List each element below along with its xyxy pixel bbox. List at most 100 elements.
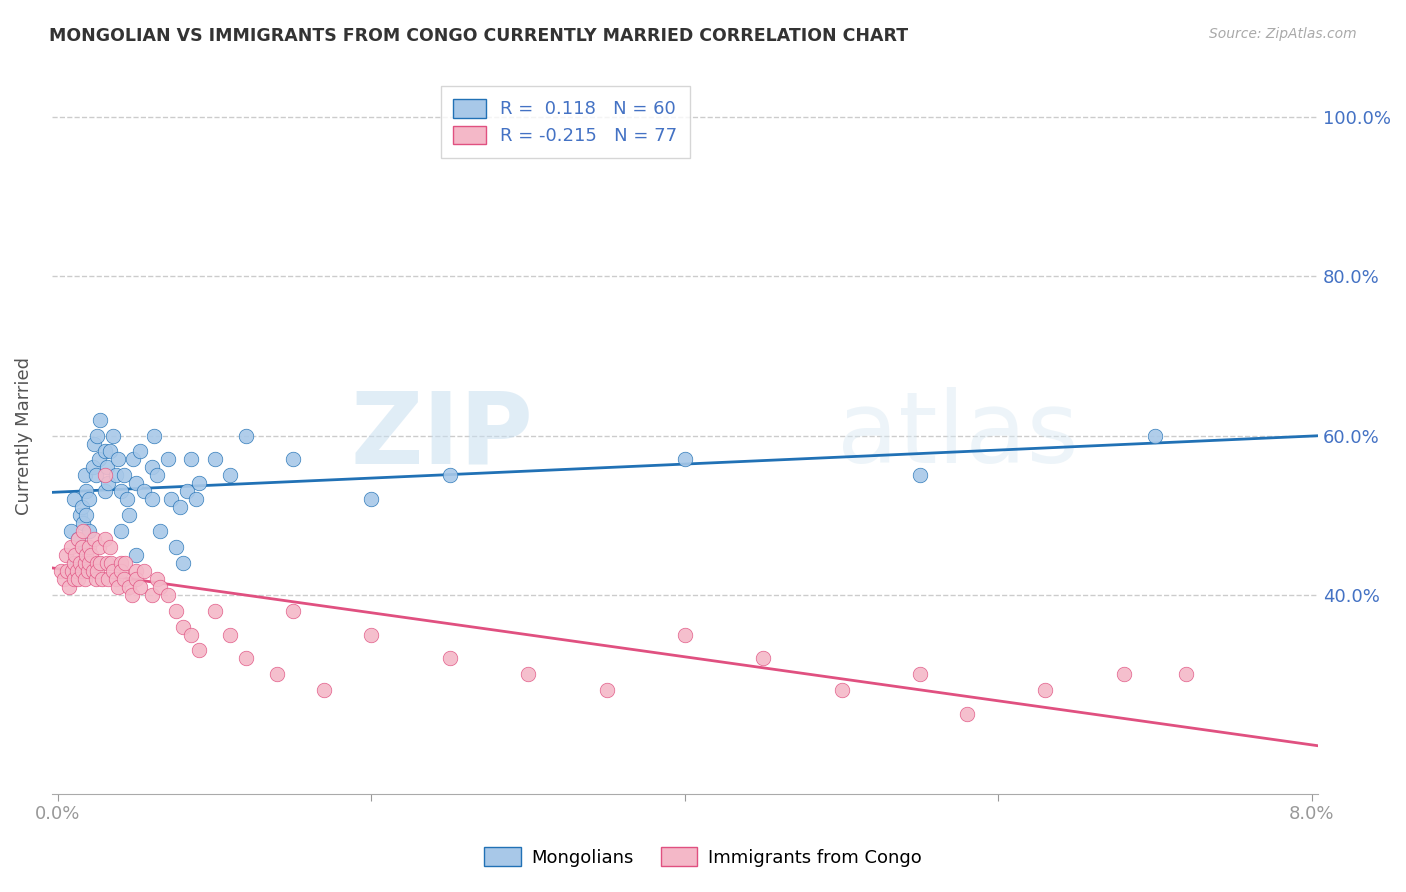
- Point: [235, 651, 257, 665]
- Point: [204, 604, 226, 618]
- Point: [1112, 667, 1135, 681]
- Point: [165, 604, 187, 618]
- Point: [79, 556, 101, 570]
- Point: [101, 564, 124, 578]
- Point: [105, 468, 128, 483]
- Point: [142, 428, 165, 442]
- Point: [180, 627, 202, 641]
- Point: [141, 460, 163, 475]
- Point: [134, 564, 156, 578]
- Point: [100, 556, 122, 570]
- Point: [87, 540, 110, 554]
- Point: [439, 468, 461, 483]
- Point: [62, 572, 84, 586]
- Point: [75, 484, 97, 499]
- Point: [94, 444, 117, 458]
- Point: [112, 572, 135, 586]
- Point: [125, 572, 148, 586]
- Point: [188, 476, 211, 491]
- Text: Source: ZipAtlas.com: Source: ZipAtlas.com: [1209, 27, 1357, 41]
- Point: [56, 564, 79, 578]
- Point: [145, 572, 167, 586]
- Point: [94, 484, 117, 499]
- Point: [595, 683, 617, 698]
- Point: [517, 667, 540, 681]
- Legend: Mongolians, Immigrants from Congo: Mongolians, Immigrants from Congo: [477, 840, 929, 874]
- Point: [69, 508, 91, 523]
- Point: [69, 556, 91, 570]
- Text: MONGOLIAN VS IMMIGRANTS FROM CONGO CURRENTLY MARRIED CORRELATION CHART: MONGOLIAN VS IMMIGRANTS FROM CONGO CURRE…: [49, 27, 908, 45]
- Point: [67, 532, 90, 546]
- Point: [62, 556, 84, 570]
- Point: [110, 556, 132, 570]
- Point: [75, 508, 97, 523]
- Point: [266, 667, 288, 681]
- Point: [70, 500, 93, 515]
- Point: [128, 580, 150, 594]
- Point: [89, 556, 111, 570]
- Point: [76, 564, 98, 578]
- Point: [73, 556, 96, 570]
- Point: [87, 452, 110, 467]
- Point: [180, 452, 202, 467]
- Point: [86, 564, 108, 578]
- Point: [360, 492, 382, 507]
- Point: [98, 540, 121, 554]
- Point: [60, 564, 83, 578]
- Point: [956, 707, 979, 722]
- Point: [110, 484, 132, 499]
- Point: [80, 548, 103, 562]
- Point: [67, 572, 90, 586]
- Point: [70, 540, 93, 554]
- Point: [73, 572, 96, 586]
- Point: [112, 468, 135, 483]
- Point: [89, 412, 111, 426]
- Point: [1035, 683, 1057, 698]
- Point: [114, 556, 136, 570]
- Point: [141, 492, 163, 507]
- Point: [97, 572, 120, 586]
- Point: [115, 492, 138, 507]
- Point: [110, 524, 132, 538]
- Point: [107, 580, 129, 594]
- Point: [204, 452, 226, 467]
- Point: [172, 556, 194, 570]
- Point: [59, 540, 82, 554]
- Point: [145, 468, 167, 483]
- Point: [121, 588, 143, 602]
- Point: [125, 476, 148, 491]
- Point: [235, 428, 257, 442]
- Point: [176, 484, 198, 499]
- Point: [97, 476, 120, 491]
- Point: [360, 627, 382, 641]
- Point: [72, 516, 94, 530]
- Point: [107, 452, 129, 467]
- Point: [98, 444, 121, 458]
- Point: [314, 683, 336, 698]
- Point: [79, 524, 101, 538]
- Point: [160, 492, 183, 507]
- Point: [110, 564, 132, 578]
- Point: [73, 468, 96, 483]
- Point: [831, 683, 853, 698]
- Point: [134, 484, 156, 499]
- Point: [70, 540, 93, 554]
- Point: [49, 564, 72, 578]
- Point: [101, 428, 124, 442]
- Point: [673, 627, 696, 641]
- Point: [149, 580, 172, 594]
- Point: [82, 460, 104, 475]
- Point: [188, 643, 211, 657]
- Point: [128, 444, 150, 458]
- Point: [281, 452, 304, 467]
- Point: [94, 468, 117, 483]
- Y-axis label: Currently Married: Currently Married: [15, 357, 32, 515]
- Point: [105, 572, 128, 586]
- Point: [65, 548, 87, 562]
- Point: [66, 564, 89, 578]
- Point: [122, 452, 145, 467]
- Point: [70, 564, 93, 578]
- Point: [165, 540, 187, 554]
- Point: [281, 604, 304, 618]
- Point: [86, 428, 108, 442]
